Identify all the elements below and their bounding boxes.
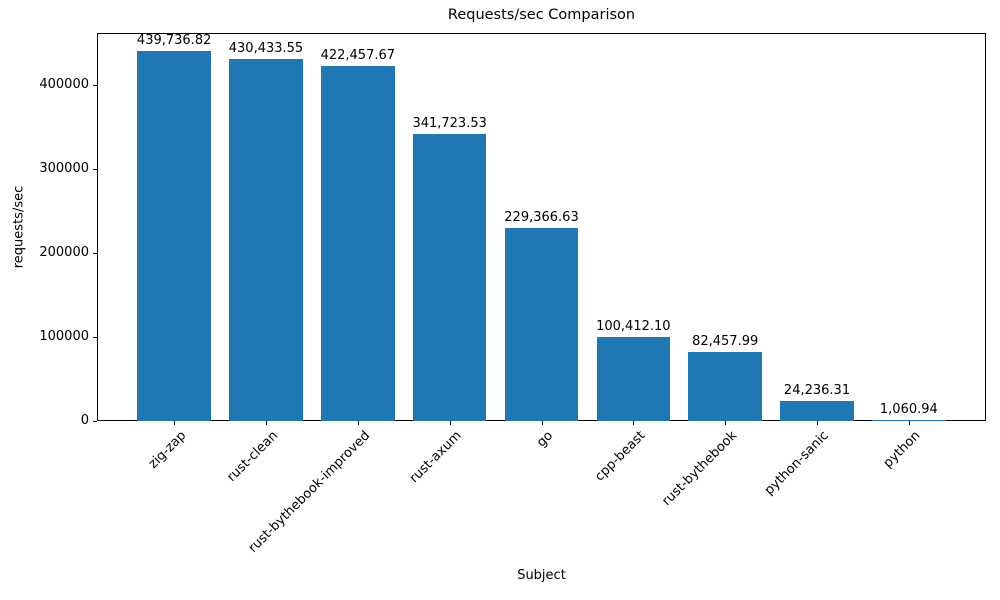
x-tick-mark (908, 421, 910, 425)
bar-value-label: 24,236.31 (783, 382, 851, 398)
bar-python (872, 419, 946, 421)
bar-value-label: 1,060.94 (879, 401, 938, 417)
x-tick-label: go (534, 428, 557, 451)
bar-value-label: 229,366.63 (504, 210, 579, 226)
x-tick-mark (817, 421, 819, 425)
bar-value-label: 341,723.53 (412, 115, 487, 131)
x-tick-mark (265, 421, 267, 425)
x-tick-mark (725, 421, 727, 425)
x-tick-label: rust-bythebook (659, 428, 741, 509)
x-tick-mark (633, 421, 635, 425)
y-tick-label: 300000 (39, 160, 89, 176)
x-axis-label: Subject (517, 568, 566, 583)
x-tick-label: python-sanic (761, 428, 832, 499)
bar-zig-zap (137, 51, 211, 421)
x-tick-label: rust-axum (406, 428, 465, 487)
bar-rust-clean (229, 59, 303, 421)
y-tick-mark (93, 421, 97, 422)
x-tick-label: python (880, 428, 924, 472)
bar-value-label: 430,433.55 (228, 41, 304, 57)
bar-value-label: 439,736.82 (136, 33, 212, 49)
bar-value-label: 422,457.67 (320, 47, 396, 63)
bar-go (504, 228, 579, 421)
y-tick-mark (93, 84, 97, 86)
x-tick-mark (541, 421, 543, 425)
bar-rust-axum (412, 133, 487, 421)
x-tick-mark (357, 421, 359, 425)
bar-value-label: 82,457.99 (692, 333, 759, 349)
chart-title: Requests/sec Comparison (447, 7, 636, 23)
bar-rust-bythebook-improved (321, 65, 395, 421)
x-tick-label: zig-zap (145, 428, 190, 472)
bar-rust-bythebook (688, 351, 762, 421)
bar-value-label: 100,412.10 (596, 318, 671, 334)
x-tick-label: rust-clean (224, 428, 281, 485)
y-axis-label: requests/sec (11, 185, 27, 269)
bar-cpp-beast (596, 336, 671, 421)
x-tick-mark (174, 421, 176, 425)
y-tick-mark (93, 252, 97, 254)
bar-python-sanic (780, 400, 854, 421)
y-tick-label: 100000 (39, 328, 89, 344)
y-tick-label: 200000 (39, 244, 89, 260)
x-tick-mark (449, 421, 451, 425)
y-tick-label: 0 (80, 413, 89, 428)
y-tick-mark (93, 168, 97, 170)
x-tick-label: cpp-beast (592, 428, 649, 485)
y-tick-label: 400000 (39, 76, 89, 92)
y-tick-mark (93, 336, 97, 338)
